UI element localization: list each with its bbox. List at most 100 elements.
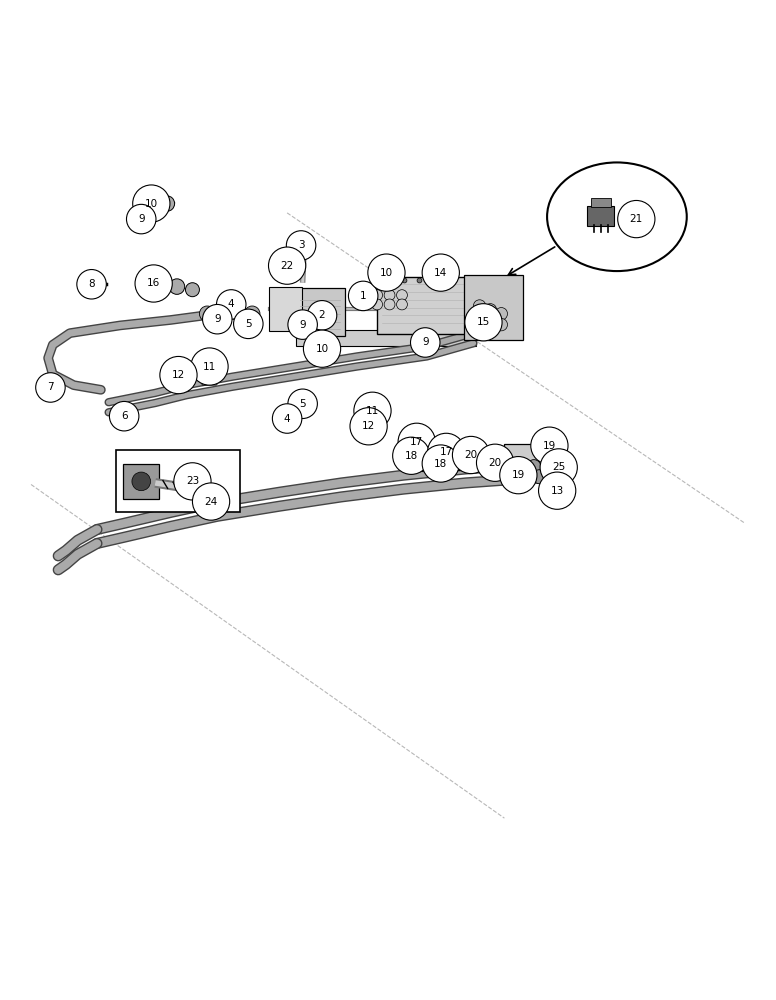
Circle shape bbox=[527, 460, 541, 474]
Circle shape bbox=[465, 304, 502, 341]
Text: 23: 23 bbox=[185, 476, 199, 486]
Text: 15: 15 bbox=[476, 317, 490, 327]
Text: 9: 9 bbox=[138, 214, 144, 224]
Text: 9: 9 bbox=[214, 314, 220, 324]
FancyBboxPatch shape bbox=[295, 288, 345, 336]
Text: 13: 13 bbox=[550, 486, 564, 496]
Circle shape bbox=[531, 427, 568, 464]
Text: 10: 10 bbox=[380, 268, 393, 278]
Circle shape bbox=[272, 404, 302, 433]
Text: 25: 25 bbox=[552, 462, 566, 472]
Text: 14: 14 bbox=[434, 268, 448, 278]
Circle shape bbox=[147, 191, 163, 207]
Circle shape bbox=[368, 254, 405, 291]
Text: 3: 3 bbox=[298, 240, 304, 250]
Circle shape bbox=[618, 200, 655, 238]
Circle shape bbox=[540, 449, 577, 486]
Circle shape bbox=[82, 273, 104, 295]
Text: 9: 9 bbox=[300, 320, 306, 330]
Circle shape bbox=[359, 290, 370, 301]
Circle shape bbox=[372, 290, 383, 301]
Circle shape bbox=[398, 423, 435, 460]
Text: 22: 22 bbox=[280, 261, 294, 271]
Circle shape bbox=[550, 450, 564, 464]
Circle shape bbox=[77, 270, 106, 299]
FancyBboxPatch shape bbox=[362, 421, 376, 432]
Text: 5: 5 bbox=[245, 319, 251, 329]
Circle shape bbox=[191, 348, 228, 385]
Circle shape bbox=[422, 445, 459, 482]
FancyBboxPatch shape bbox=[180, 370, 196, 382]
FancyBboxPatch shape bbox=[367, 408, 381, 419]
Circle shape bbox=[539, 472, 576, 509]
Circle shape bbox=[495, 308, 508, 320]
Circle shape bbox=[229, 304, 244, 320]
Circle shape bbox=[307, 301, 337, 330]
Circle shape bbox=[244, 306, 260, 322]
Circle shape bbox=[109, 401, 139, 431]
FancyBboxPatch shape bbox=[298, 404, 312, 415]
Circle shape bbox=[428, 433, 465, 471]
FancyBboxPatch shape bbox=[377, 277, 472, 334]
Circle shape bbox=[160, 356, 197, 394]
Text: 5: 5 bbox=[300, 399, 306, 409]
Text: 12: 12 bbox=[171, 370, 185, 380]
Circle shape bbox=[348, 281, 378, 311]
Circle shape bbox=[437, 459, 451, 473]
FancyBboxPatch shape bbox=[116, 450, 240, 512]
Text: 19: 19 bbox=[511, 470, 525, 480]
Text: 1: 1 bbox=[360, 291, 366, 301]
Text: 11: 11 bbox=[365, 406, 379, 416]
Text: 7: 7 bbox=[47, 382, 54, 392]
Circle shape bbox=[303, 330, 341, 367]
Circle shape bbox=[452, 436, 490, 474]
Circle shape bbox=[149, 274, 169, 294]
Circle shape bbox=[409, 449, 423, 463]
Circle shape bbox=[203, 304, 232, 334]
FancyBboxPatch shape bbox=[415, 447, 428, 471]
Circle shape bbox=[532, 470, 546, 484]
Text: 24: 24 bbox=[204, 497, 218, 507]
Text: 11: 11 bbox=[203, 362, 217, 372]
Circle shape bbox=[234, 309, 263, 339]
Circle shape bbox=[484, 304, 497, 316]
Circle shape bbox=[133, 185, 170, 222]
Circle shape bbox=[513, 458, 527, 472]
FancyBboxPatch shape bbox=[587, 206, 614, 226]
Text: 17: 17 bbox=[439, 447, 453, 457]
Circle shape bbox=[217, 290, 246, 319]
FancyBboxPatch shape bbox=[296, 330, 476, 346]
FancyBboxPatch shape bbox=[416, 448, 483, 470]
Text: 6: 6 bbox=[121, 411, 127, 421]
Circle shape bbox=[132, 472, 151, 491]
Text: 12: 12 bbox=[362, 421, 376, 431]
Circle shape bbox=[192, 483, 230, 520]
Circle shape bbox=[372, 299, 383, 310]
Circle shape bbox=[397, 290, 407, 301]
Circle shape bbox=[414, 437, 428, 451]
FancyBboxPatch shape bbox=[464, 275, 523, 340]
Text: 10: 10 bbox=[316, 344, 328, 354]
Circle shape bbox=[473, 300, 486, 312]
Text: 20: 20 bbox=[465, 450, 477, 460]
Circle shape bbox=[442, 448, 456, 462]
Circle shape bbox=[268, 247, 306, 284]
Text: 4: 4 bbox=[228, 299, 234, 309]
Ellipse shape bbox=[547, 162, 687, 271]
Circle shape bbox=[126, 204, 156, 234]
Circle shape bbox=[350, 408, 387, 445]
FancyBboxPatch shape bbox=[295, 239, 314, 252]
Text: 18: 18 bbox=[404, 451, 418, 461]
Circle shape bbox=[422, 254, 459, 291]
FancyBboxPatch shape bbox=[591, 198, 611, 207]
FancyBboxPatch shape bbox=[205, 362, 220, 374]
Circle shape bbox=[288, 389, 317, 419]
Text: 19: 19 bbox=[542, 441, 556, 451]
FancyBboxPatch shape bbox=[202, 373, 217, 385]
Text: 20: 20 bbox=[489, 458, 501, 468]
Circle shape bbox=[151, 274, 171, 294]
Circle shape bbox=[354, 392, 391, 429]
Circle shape bbox=[288, 310, 317, 339]
Circle shape bbox=[476, 444, 514, 481]
Text: 2: 2 bbox=[319, 310, 325, 320]
